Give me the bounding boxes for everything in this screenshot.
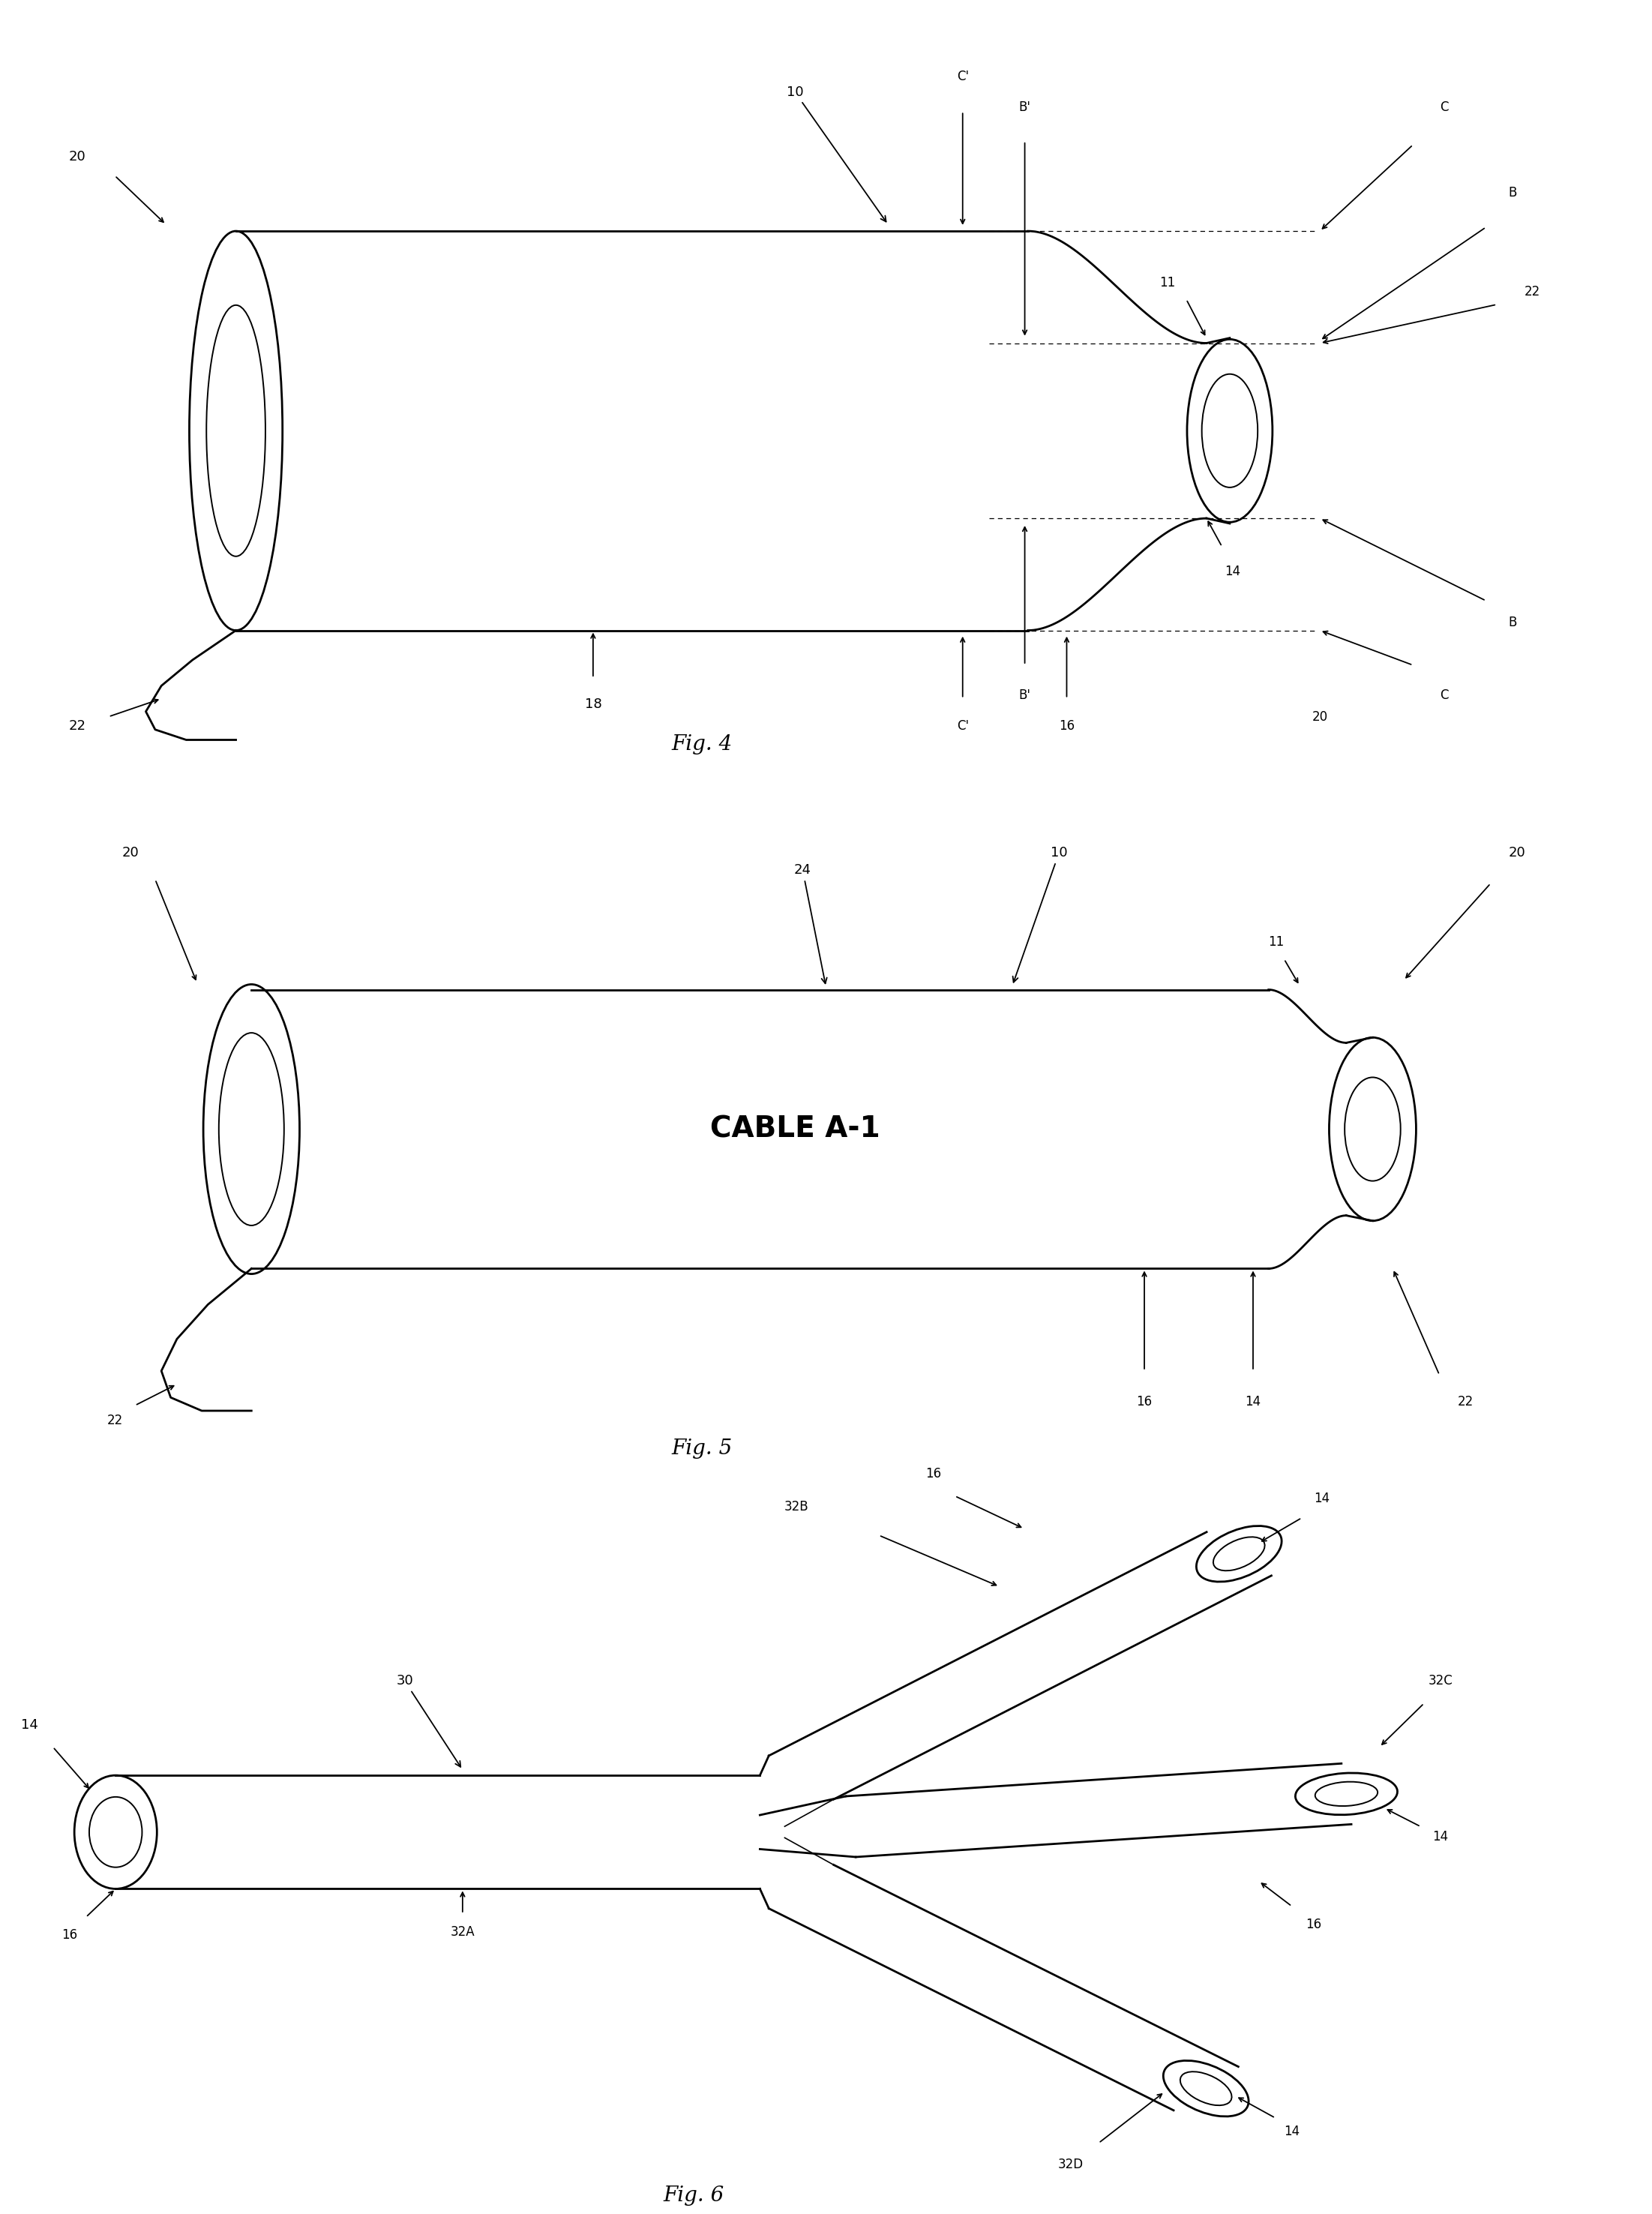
Text: 20: 20 bbox=[1508, 846, 1525, 859]
Text: 32B: 32B bbox=[785, 1499, 808, 1512]
Text: 24: 24 bbox=[795, 863, 828, 983]
Text: C: C bbox=[1441, 689, 1449, 702]
Text: 22: 22 bbox=[1457, 1395, 1474, 1408]
Text: 16: 16 bbox=[61, 1928, 78, 1942]
Text: 22: 22 bbox=[107, 1413, 122, 1428]
Text: 14: 14 bbox=[1313, 1492, 1330, 1506]
Text: 22: 22 bbox=[69, 720, 86, 733]
Text: C': C' bbox=[957, 71, 968, 84]
Text: 20: 20 bbox=[122, 846, 139, 859]
Text: 11: 11 bbox=[1269, 934, 1284, 950]
Text: CABLE A-1: CABLE A-1 bbox=[710, 1116, 881, 1142]
Text: Fig. 6: Fig. 6 bbox=[664, 2185, 724, 2205]
Text: 14: 14 bbox=[1224, 565, 1241, 578]
Text: 16: 16 bbox=[1137, 1395, 1151, 1408]
Text: 32A: 32A bbox=[451, 1926, 474, 1939]
Text: 14: 14 bbox=[1246, 1395, 1260, 1408]
Text: B: B bbox=[1508, 615, 1517, 629]
Text: 10: 10 bbox=[1013, 846, 1067, 983]
Text: 16: 16 bbox=[1305, 1917, 1322, 1931]
Text: Fig. 5: Fig. 5 bbox=[671, 1439, 732, 1459]
Text: 16: 16 bbox=[925, 1468, 942, 1481]
Text: B': B' bbox=[1019, 102, 1031, 115]
Text: 22: 22 bbox=[1525, 286, 1541, 299]
Text: 20: 20 bbox=[69, 151, 86, 164]
Text: 14: 14 bbox=[1432, 1831, 1449, 1844]
Text: 10: 10 bbox=[786, 86, 885, 221]
Text: 14: 14 bbox=[1284, 2125, 1300, 2139]
Text: C': C' bbox=[957, 720, 968, 733]
Text: 20: 20 bbox=[1312, 711, 1328, 724]
Text: 11: 11 bbox=[1160, 277, 1175, 290]
Text: Fig. 4: Fig. 4 bbox=[671, 735, 732, 755]
Text: 14: 14 bbox=[21, 1718, 38, 1731]
Text: 32C: 32C bbox=[1429, 1674, 1452, 1687]
Text: B: B bbox=[1508, 186, 1517, 199]
Text: 18: 18 bbox=[585, 697, 601, 711]
Text: C: C bbox=[1441, 102, 1449, 115]
Text: 16: 16 bbox=[1059, 720, 1074, 733]
Text: 32D: 32D bbox=[1057, 2159, 1084, 2172]
Text: B': B' bbox=[1019, 689, 1031, 702]
Text: 30: 30 bbox=[396, 1674, 461, 1767]
